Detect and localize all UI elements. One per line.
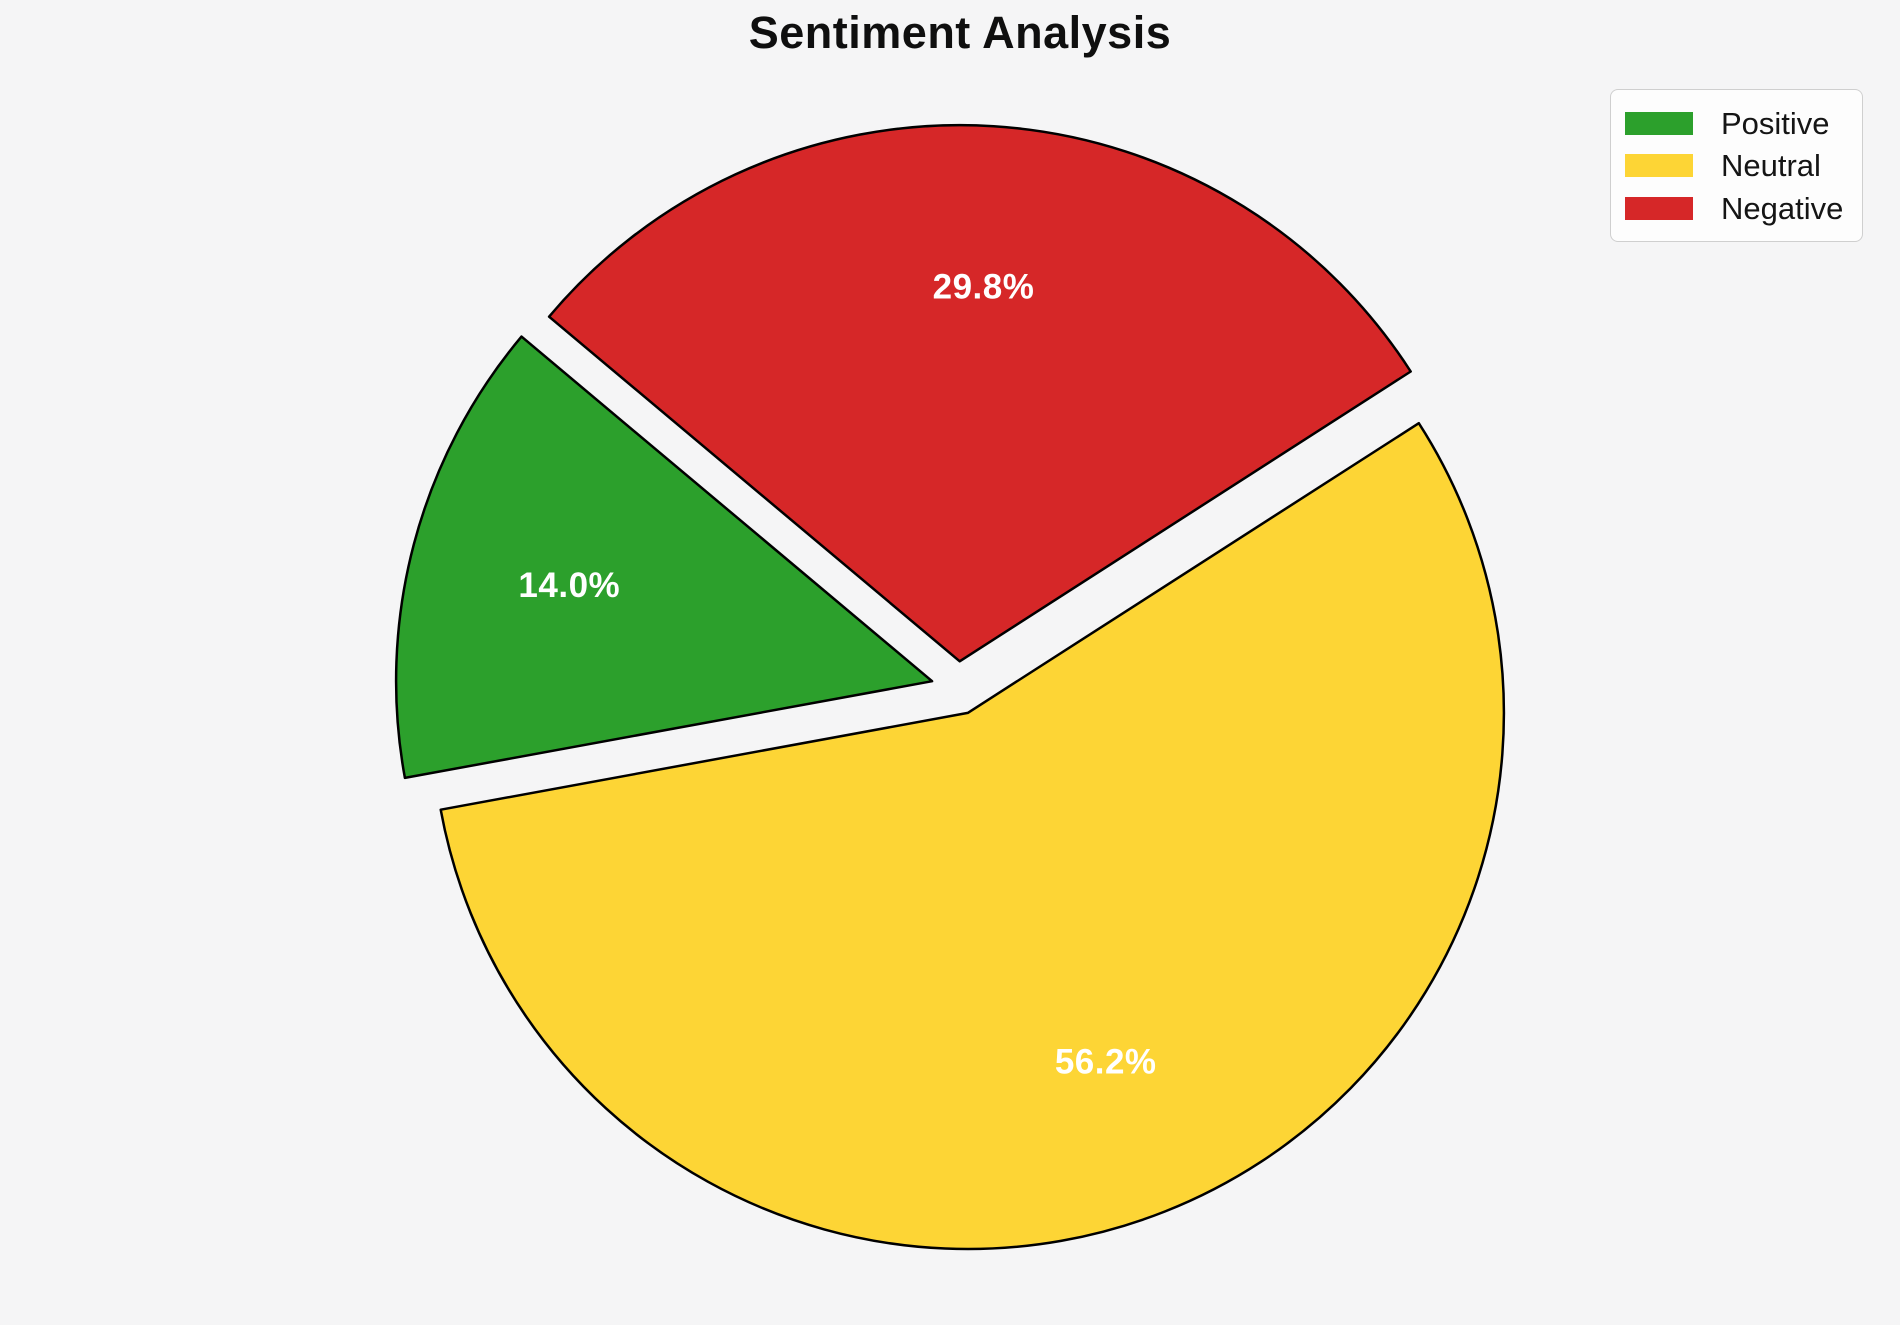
legend-item-negative: Negative <box>1625 193 1848 224</box>
pie-slice-negative <box>547 123 1412 663</box>
legend-label-positive: Positive <box>1721 105 1830 141</box>
pie-slice-label-positive: 14.0% <box>518 566 620 605</box>
legend-swatch-negative <box>1625 196 1693 220</box>
pie-slice-neutral <box>439 421 1506 1251</box>
pie-slice-positive <box>394 335 934 780</box>
chart-title: Sentiment Analysis <box>748 7 1172 58</box>
pie-slice-label-neutral: 56.2% <box>1055 1042 1157 1081</box>
legend-item-neutral: Neutral <box>1625 150 1848 181</box>
legend-item-positive: Positive <box>1625 108 1848 139</box>
legend-label-neutral: Neutral <box>1721 148 1821 183</box>
pie-slice-label-negative: 29.8% <box>933 267 1035 306</box>
legend-swatch-neutral <box>1625 154 1693 177</box>
legend-swatch-positive <box>1625 111 1693 135</box>
legend-label-negative: Negative <box>1721 190 1844 226</box>
legend: Positive Neutral Negative <box>1610 89 1863 242</box>
